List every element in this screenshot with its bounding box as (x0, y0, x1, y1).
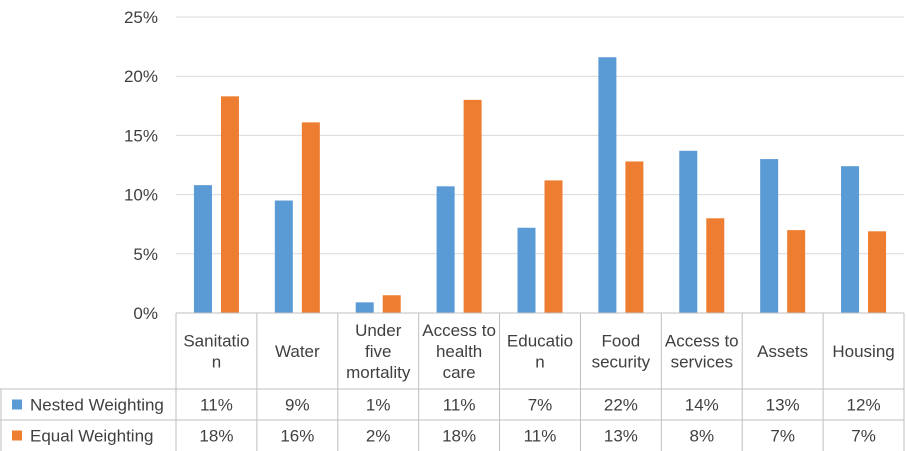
category-label: Access to services (665, 332, 739, 372)
table-value-cell: 7% (851, 427, 876, 446)
bar-equal-weighting (625, 161, 644, 313)
category-label-line: security (592, 353, 651, 372)
bar-nested-weighting (274, 200, 293, 313)
category-label-line: Housing (832, 342, 894, 361)
table-value-cell: 12% (847, 396, 881, 415)
table-value-cell: 11% (200, 396, 233, 415)
table-value-cell: 13% (766, 396, 800, 415)
bar-equal-weighting (220, 96, 239, 313)
table-value-cell: 14% (685, 396, 719, 415)
category-label-line: Food (602, 332, 641, 351)
category-label: Housing (832, 342, 894, 361)
y-tick-label: 0% (133, 304, 158, 323)
table-value-cell: 18% (199, 427, 233, 446)
legend-label: Nested Weighting (30, 396, 164, 415)
table-value-cell: 22% (604, 396, 638, 415)
legend-swatch (12, 399, 22, 410)
category-label-line: Educatio (507, 332, 573, 351)
y-tick-label: 15% (124, 126, 158, 145)
table-value-cell: 9% (285, 396, 310, 415)
category-label-line: Sanitatio (183, 332, 249, 351)
category-label-line: Assets (757, 342, 808, 361)
bar-equal-weighting (787, 230, 806, 313)
category-label-line: Water (275, 342, 320, 361)
bar-nested-weighting (355, 302, 374, 313)
bar-nested-weighting (841, 166, 860, 313)
category-label-line: care (443, 363, 476, 382)
category-label: Under five mortality (346, 321, 411, 382)
bar-nested-weighting (193, 185, 212, 313)
category-label: Food security (592, 332, 651, 372)
bar-nested-weighting (679, 150, 698, 313)
category-label-line: health (436, 342, 482, 361)
table-value-cell: 11% (524, 427, 557, 446)
category-label: Access to health care (422, 321, 496, 382)
y-axis-ticks: 0% 5% 10% 15% 20% 25% (124, 8, 158, 323)
bar-equal-weighting (868, 231, 887, 313)
y-tick-label: 5% (133, 245, 158, 264)
category-label-line: five (365, 342, 391, 361)
table-value-cell: 18% (442, 427, 476, 446)
table-value-cell: 7% (770, 427, 795, 446)
table-value-cell: 8% (689, 427, 714, 446)
category-label-line: Access to (422, 321, 496, 340)
table-value-cell: 1% (366, 396, 391, 415)
legend-swatch (12, 430, 22, 441)
category-label: Assets (757, 342, 808, 361)
table-value-cell: 2% (366, 427, 391, 446)
bar-equal-weighting (382, 295, 401, 313)
table-value-cell: 11% (443, 396, 476, 415)
legend-label: Equal Weighting (30, 427, 154, 446)
y-tick-label: 25% (124, 8, 158, 27)
y-tick-label: 10% (124, 186, 158, 205)
table-value-cell: 7% (528, 396, 553, 415)
category-label: Sanitatio n (183, 332, 249, 372)
table-value-cell: 13% (604, 427, 638, 446)
data-table: Sanitatio n Water Under five mortality Access … (0, 312, 905, 451)
bar-equal-weighting (544, 180, 563, 313)
bar-equal-weighting (706, 218, 725, 313)
bar-nested-weighting (760, 159, 779, 313)
table-value-cell: 16% (280, 427, 314, 446)
category-label-line: n (212, 353, 221, 372)
bar-equal-weighting (301, 122, 320, 313)
category-label-line: services (671, 353, 733, 372)
category-label: Water (275, 342, 320, 361)
y-tick-label: 20% (124, 67, 158, 86)
category-label-line: mortality (346, 363, 411, 382)
bar-nested-weighting (436, 186, 455, 313)
bar-equal-weighting (463, 99, 482, 313)
bar-nested-weighting (517, 227, 536, 313)
category-label-line: Under (355, 321, 402, 340)
category-label-line: n (535, 353, 544, 372)
category-label: Educatio n (507, 332, 573, 372)
bars (193, 57, 887, 314)
category-label-line: Access to (665, 332, 739, 351)
bar-nested-weighting (598, 57, 617, 314)
